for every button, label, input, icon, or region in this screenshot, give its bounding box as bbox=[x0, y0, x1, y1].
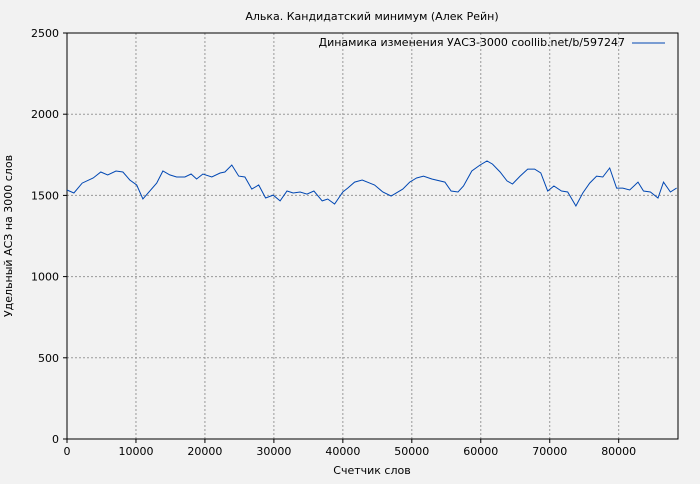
x-tick-label: 0 bbox=[64, 445, 71, 458]
legend: Динамика изменения УАСЗ-3000 coollib.net… bbox=[319, 36, 665, 49]
y-tick-label: 2500 bbox=[31, 27, 59, 40]
x-tick-label: 40000 bbox=[325, 445, 360, 458]
y-tick-label: 500 bbox=[38, 352, 59, 365]
x-tick-label: 60000 bbox=[463, 445, 498, 458]
y-tick-label: 0 bbox=[52, 433, 59, 446]
y-tick-label: 1500 bbox=[31, 189, 59, 202]
x-tick-label: 50000 bbox=[394, 445, 429, 458]
x-tick-label: 20000 bbox=[187, 445, 222, 458]
x-tick-label: 10000 bbox=[118, 445, 153, 458]
series-line bbox=[66, 160, 677, 208]
y-tick-label: 1000 bbox=[31, 271, 59, 284]
x-tick-label: 70000 bbox=[532, 445, 567, 458]
grid bbox=[67, 33, 678, 439]
x-axis-label: Счетчик слов bbox=[333, 464, 410, 477]
y-axis: 0 500 1000 1500 2000 2500 bbox=[31, 27, 67, 446]
y-tick-label: 2000 bbox=[31, 108, 59, 121]
legend-label: Динамика изменения УАСЗ-3000 coollib.net… bbox=[319, 36, 626, 49]
plot-frame bbox=[66, 32, 679, 440]
y-axis-label: Удельный АСЗ на 3000 слов bbox=[2, 155, 15, 317]
x-tick-label: 30000 bbox=[256, 445, 291, 458]
chart-title: Алька. Кандидатский минимум (Алек Рейн) bbox=[245, 10, 498, 23]
x-tick-label: 80000 bbox=[601, 445, 636, 458]
x-axis: 0 10000 20000 30000 40000 50000 60000 70000 8000… bbox=[64, 439, 636, 458]
